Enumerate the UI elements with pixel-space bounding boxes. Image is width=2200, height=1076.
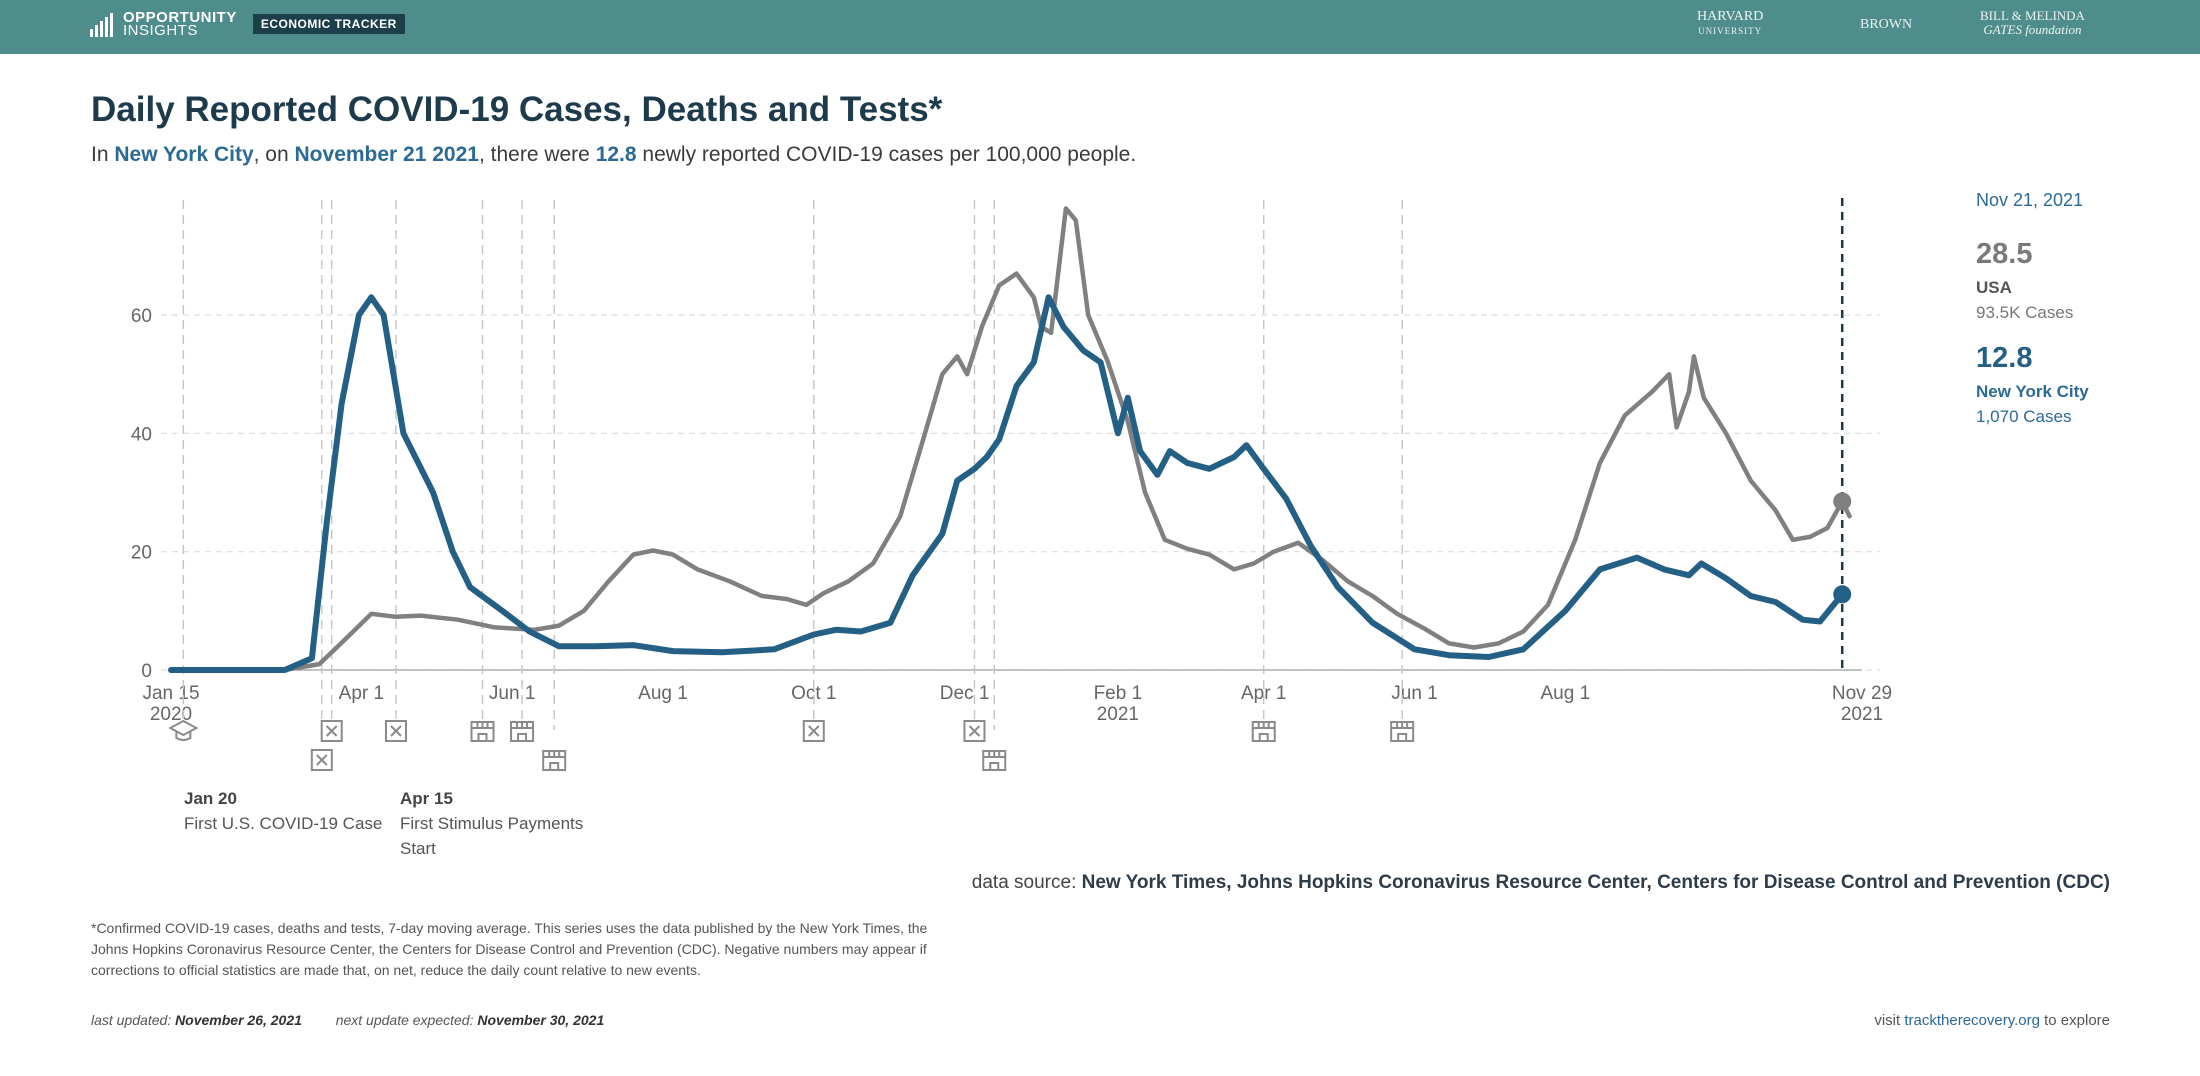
x-tick-label: Dec 1 bbox=[940, 683, 990, 704]
x-tick-label: Jun 1 bbox=[1391, 683, 1437, 704]
sidebar-nyc-cases: 1,070 Cases bbox=[1976, 407, 2072, 426]
event-stimulus-text2: Start bbox=[400, 839, 436, 858]
harvard-label: HARVARD bbox=[1697, 9, 1764, 24]
box-x-icon bbox=[802, 720, 825, 742]
box-x-icon bbox=[963, 720, 986, 742]
box-x-icon bbox=[320, 720, 343, 742]
chart-subtitle: In New York City, on November 21 2021, t… bbox=[91, 143, 1137, 166]
subtitle-date: November 21 2021 bbox=[294, 143, 479, 166]
harvard-sub: UNIVERSITY bbox=[1698, 26, 1763, 36]
logo-bars-icon bbox=[90, 11, 113, 37]
event-stimulus-date: Apr 15 bbox=[400, 789, 453, 808]
top-bar: OPPORTUNITY INSIGHTS ECONOMIC TRACKER HA… bbox=[0, 0, 2200, 54]
visit-text: visit tracktherecovery.org to explore bbox=[1874, 1012, 2110, 1029]
logo-line2: INSIGHTS bbox=[123, 22, 198, 39]
sidebar-date: Nov 21, 2021 bbox=[1976, 190, 2084, 210]
x-tick-label: Jan 15 bbox=[142, 683, 199, 704]
y-tick-label: 40 bbox=[131, 424, 152, 445]
tracktherecovery-link[interactable]: tracktherecovery.org bbox=[1904, 1012, 2040, 1029]
brown-logo[interactable]: BROWN bbox=[1860, 18, 1912, 32]
subtitle-value: 12.8 bbox=[595, 143, 637, 166]
y-tick-label: 0 bbox=[141, 661, 152, 682]
x-tick-label: Nov 29 bbox=[1832, 683, 1892, 704]
box-x-icon bbox=[384, 720, 407, 742]
storefront-icon bbox=[1251, 721, 1276, 742]
gates-foundation-logo[interactable]: BILL & MELINDA GATES foundation bbox=[1980, 9, 2085, 37]
x-tick-label: Aug 1 bbox=[1541, 683, 1591, 704]
graduation-cap-icon bbox=[168, 719, 199, 741]
logo-line1: OPPORTUNITY bbox=[123, 9, 237, 26]
sidebar-usa-label: USA bbox=[1976, 278, 2012, 297]
storefront-icon bbox=[542, 750, 567, 771]
gates-line2: GATES foundation bbox=[1983, 22, 2082, 37]
data-source: data source: New York Times, Johns Hopki… bbox=[971, 872, 2110, 893]
x-tick-label: Apr 1 bbox=[339, 683, 384, 704]
series-line-usa bbox=[168, 206, 1852, 673]
gates-line1: BILL & MELINDA bbox=[1980, 8, 2085, 23]
economic-tracker-badge: ECONOMIC TRACKER bbox=[252, 14, 405, 34]
x-tick-label-year: 2021 bbox=[1097, 704, 1139, 725]
x-tick-label: Feb 1 bbox=[1094, 683, 1143, 704]
data-source-value: New York Times, Johns Hopkins Coronaviru… bbox=[1081, 872, 2110, 893]
storefront-icon bbox=[982, 750, 1007, 771]
x-tick-label-year: 2020 bbox=[150, 704, 192, 725]
series-line-new-york-city bbox=[168, 294, 1846, 673]
x-tick-label: Aug 1 bbox=[638, 683, 688, 704]
opportunity-insights-logo[interactable]: OPPORTUNITY INSIGHTS ECONOMIC TRACKER bbox=[90, 9, 405, 39]
event-first-case-date: Jan 20 bbox=[184, 789, 237, 808]
storefront-icon bbox=[1390, 721, 1415, 742]
x-tick-label: Jun 1 bbox=[489, 683, 535, 704]
page-title: Daily Reported COVID-19 Cases, Deaths an… bbox=[91, 90, 943, 129]
subtitle-place[interactable]: New York City bbox=[114, 143, 254, 166]
box-x-icon bbox=[310, 749, 333, 771]
update-info: last updated: November 26, 2021 next upd… bbox=[91, 1012, 605, 1028]
x-tick-label-year: 2021 bbox=[1841, 704, 1883, 725]
sidebar-nyc-label: New York City bbox=[1976, 382, 2089, 401]
footnote: *Confirmed COVID-19 cases, deaths and te… bbox=[91, 920, 928, 978]
storefront-icon bbox=[510, 721, 535, 742]
storefront-icon bbox=[470, 721, 495, 742]
last-updated-date: November 26, 2021 bbox=[175, 1012, 302, 1028]
brown-label: BROWN bbox=[1860, 17, 1913, 32]
sidebar-usa-cases: 93.5K Cases bbox=[1976, 303, 2074, 322]
x-tick-label: Oct 1 bbox=[791, 683, 836, 704]
marker-dot-new-york-city bbox=[1833, 585, 1852, 604]
event-stimulus-text1: First Stimulus Payments bbox=[400, 814, 584, 833]
marker-dot-usa bbox=[1833, 492, 1852, 511]
sidebar-nyc-value: 12.8 bbox=[1976, 342, 2033, 374]
y-tick-label: 20 bbox=[131, 543, 152, 564]
harvard-logo[interactable]: HARVARD UNIVERSITY bbox=[1697, 10, 1763, 38]
sidebar-usa-value: 28.5 bbox=[1976, 238, 2033, 270]
event-stimulus[interactable]: Apr 15 First Stimulus Payments Start bbox=[400, 786, 583, 861]
event-first-case-text: First U.S. COVID-19 Case bbox=[184, 814, 383, 833]
event-first-case[interactable]: Jan 20 First U.S. COVID-19 Case bbox=[184, 786, 382, 836]
x-tick-label: Apr 1 bbox=[1241, 683, 1286, 704]
next-update-date: November 30, 2021 bbox=[477, 1012, 605, 1028]
y-tick-label: 60 bbox=[131, 306, 152, 327]
